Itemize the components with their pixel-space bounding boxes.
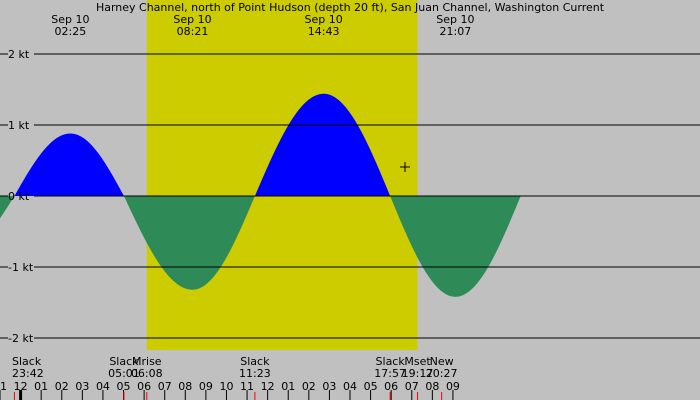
bottom-event-time: 20:27	[426, 367, 458, 380]
bottom-event-label: Slack	[376, 355, 406, 368]
bottom-event-label: Mset	[404, 355, 431, 368]
y-tick-label: 0 kt	[8, 190, 30, 203]
bottom-event-time: 05:01	[108, 367, 140, 380]
bottom-event-label: Slack	[12, 355, 42, 368]
hour-label: 05	[117, 380, 131, 393]
y-tick-label: 2 kt	[8, 48, 30, 61]
flood-area	[0, 93, 700, 196]
hour-label: 01	[281, 380, 295, 393]
hour-label: 10	[219, 380, 233, 393]
top-event-date: Sep 10	[51, 13, 89, 26]
bottom-event-time: 06:08	[131, 367, 163, 380]
hour-label: 06	[384, 380, 398, 393]
hour-label: 04	[96, 380, 110, 393]
chart-title: Harney Channel, north of Point Hudson (d…	[96, 1, 605, 14]
top-event-time: 21:07	[440, 25, 472, 38]
bottom-event-label: Slack	[109, 355, 139, 368]
hour-label: 02	[55, 380, 69, 393]
ebb-area	[0, 196, 700, 297]
hour-label: 09	[446, 380, 460, 393]
hour-label: 01	[34, 380, 48, 393]
y-tick-label: 1 kt	[8, 119, 30, 132]
y-tick-label: -1 kt	[8, 261, 34, 274]
bottom-event-time: 23:42	[12, 367, 44, 380]
bottom-event-time: 17:57	[374, 367, 406, 380]
hour-label: 02	[302, 380, 316, 393]
y-tick-label: -2 kt	[8, 332, 34, 345]
bottom-event-label: New	[430, 355, 454, 368]
hour-label: 04	[343, 380, 357, 393]
grid-lines	[0, 53, 700, 339]
bottom-event-labels: Slack23:42Slack05:01Mrise06:08Slack11:23…	[12, 355, 457, 380]
hour-label: 12	[14, 380, 28, 393]
hour-label: 07	[405, 380, 419, 393]
hour-label: 08	[425, 380, 439, 393]
y-axis-labels: 2 kt 1 kt 0 kt -1 kt -2 kt	[8, 48, 34, 345]
hour-label: 11	[240, 380, 254, 393]
top-event-date: Sep 10	[436, 13, 474, 26]
hour-label: 07	[158, 380, 172, 393]
top-event-time: 14:43	[308, 25, 340, 38]
hour-label: 12	[261, 380, 275, 393]
hour-label: 09	[199, 380, 213, 393]
top-event-time: 02:25	[55, 25, 87, 38]
current-areas	[0, 93, 700, 297]
top-event-date: Sep 10	[305, 13, 343, 26]
bottom-event-time: 19:17	[402, 367, 434, 380]
hour-label: 03	[75, 380, 89, 393]
crosshair-cursor	[400, 162, 410, 172]
hour-axis: 11 12 01 02 03 04 05 06 07 08 09 10 11 12 01 02 03 04 05 06…	[0, 380, 460, 400]
top-event-date: Sep 10	[173, 13, 211, 26]
bottom-event-label: Slack	[240, 355, 270, 368]
hour-label: 05	[364, 380, 378, 393]
top-event-time: 08:21	[177, 25, 209, 38]
hour-label: 08	[178, 380, 192, 393]
hour-label: 03	[322, 380, 336, 393]
bottom-event-time: 11:23	[239, 367, 271, 380]
hour-label: 11	[0, 380, 7, 393]
bottom-event-label: Mrise	[132, 355, 162, 368]
hour-label: 06	[137, 380, 151, 393]
